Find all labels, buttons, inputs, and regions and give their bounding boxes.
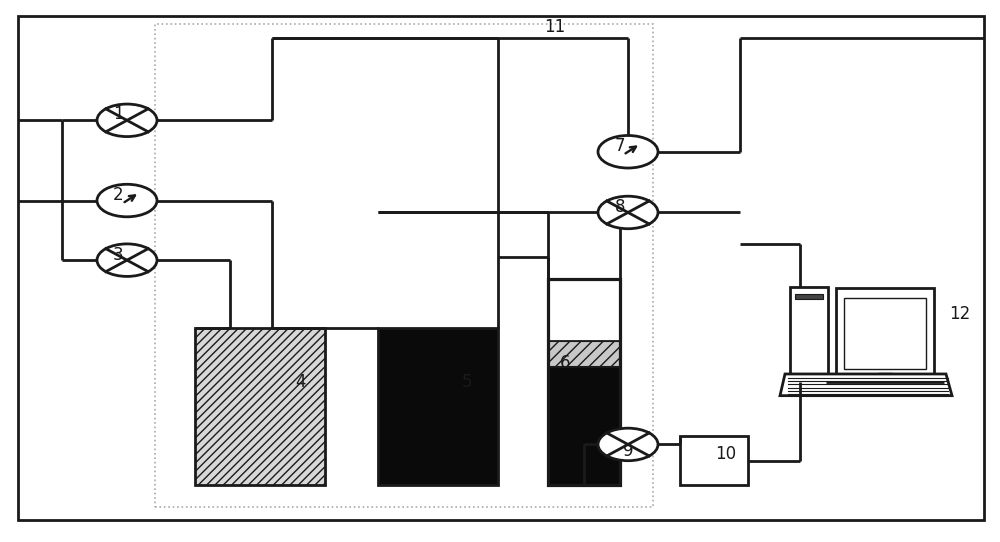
- Text: 7: 7: [615, 137, 625, 156]
- Circle shape: [97, 244, 157, 276]
- Text: 9: 9: [623, 442, 633, 460]
- Bar: [680, 436, 748, 485]
- Bar: [836, 288, 934, 374]
- Text: 12: 12: [949, 305, 971, 324]
- Text: 6: 6: [560, 354, 570, 372]
- Bar: [790, 287, 828, 374]
- Text: 5: 5: [462, 373, 472, 391]
- Text: 2: 2: [113, 186, 123, 204]
- Circle shape: [598, 196, 658, 229]
- Text: 3: 3: [113, 246, 123, 264]
- Polygon shape: [780, 374, 952, 396]
- Bar: [548, 366, 620, 485]
- Circle shape: [598, 136, 658, 168]
- Text: 10: 10: [715, 444, 737, 463]
- Bar: [548, 279, 620, 485]
- Circle shape: [97, 104, 157, 137]
- Bar: [548, 279, 620, 341]
- Text: 8: 8: [615, 198, 625, 216]
- Text: 11: 11: [544, 18, 566, 36]
- Circle shape: [97, 184, 157, 217]
- Bar: [878, 373, 892, 382]
- Bar: [795, 294, 823, 299]
- Bar: [548, 341, 620, 366]
- Text: 4: 4: [295, 373, 305, 391]
- Bar: [844, 298, 926, 369]
- Bar: [195, 328, 325, 485]
- Bar: [155, 24, 653, 507]
- Bar: [378, 328, 498, 485]
- Circle shape: [598, 428, 658, 461]
- Text: 1: 1: [113, 105, 123, 123]
